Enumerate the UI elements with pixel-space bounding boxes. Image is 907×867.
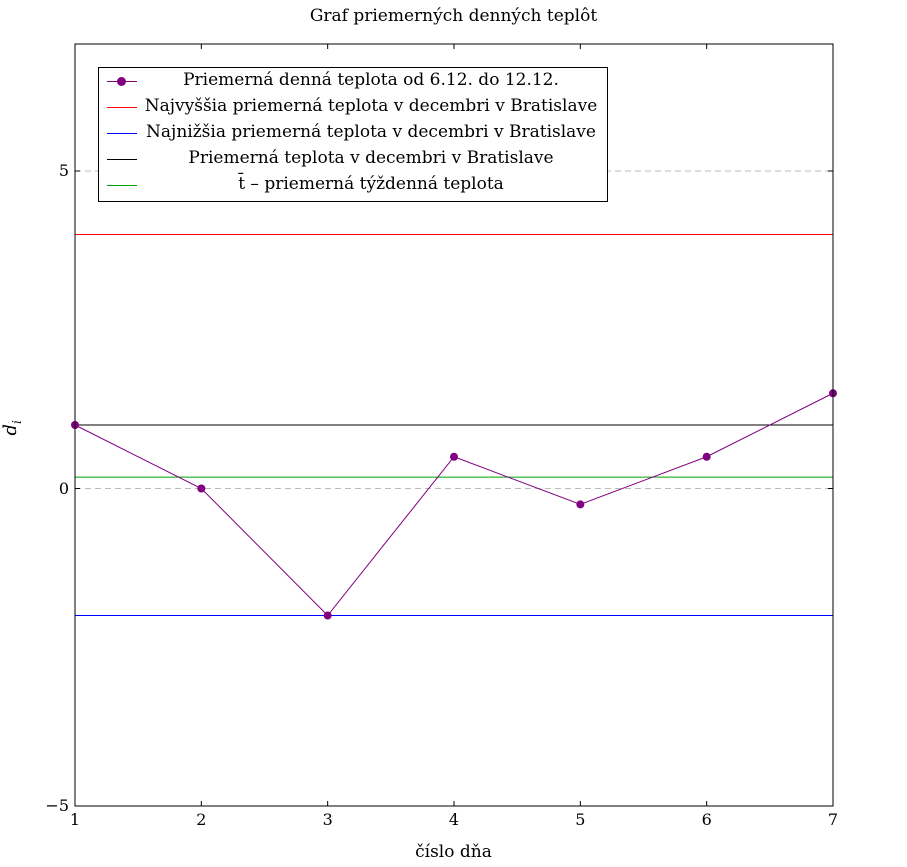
x-tick-label: 5 <box>575 810 586 829</box>
data-point <box>702 452 711 461</box>
legend: Priemerná denná teplota od 6.12. do 12.1… <box>98 67 608 202</box>
x-axis-label: číslo dňa <box>415 842 492 862</box>
grid-lines <box>75 170 833 489</box>
legend-swatch <box>107 185 137 186</box>
legend-item-weekly: t̄ – priemerná týždenná teplota <box>99 173 607 199</box>
legend-label: Priemerná denná teplota od 6.12. do 12.1… <box>183 70 559 90</box>
plot-frame <box>74 43 834 807</box>
y-tick-label: 5 <box>58 161 69 180</box>
chart-title: Graf priemerných denných teplôt <box>309 6 598 26</box>
data-point <box>197 484 206 493</box>
y-tick-label: 0 <box>58 478 69 498</box>
x-tick-label: 6 <box>701 810 712 829</box>
legend-swatch <box>107 133 137 134</box>
data-point <box>450 452 458 461</box>
reference-lines <box>75 234 833 616</box>
legend-swatch <box>107 107 137 108</box>
series-line <box>74 392 834 617</box>
data-series <box>71 389 837 620</box>
legend-item-daily: Priemerná denná teplota od 6.12. do 12.1… <box>99 69 607 95</box>
legend-marker <box>117 77 126 86</box>
legend-label: Najvyššia priemerná teplota v decembri v… <box>144 96 598 116</box>
legend-label: Najnižšia priemerná teplota v decembri v… <box>146 122 596 142</box>
y-axis-label: di <box>0 408 24 448</box>
legend-label: t̄ – priemerná týždenná teplota <box>238 174 504 194</box>
legend-item-max: Najvyššia priemerná teplota v decembri v… <box>99 95 607 121</box>
data-point <box>323 611 332 620</box>
y-axis-label-main: d <box>0 423 22 436</box>
y-tick-label: −5 <box>45 796 69 815</box>
x-tick-label: 4 <box>448 810 460 829</box>
legend-item-avg: Priemerná teplota v decembri v Bratislav… <box>99 147 607 173</box>
legend-label: Priemerná teplota v decembri v Bratislav… <box>188 148 554 168</box>
y-axis-label-sub: i <box>9 420 24 424</box>
x-tick-label: 7 <box>827 810 839 829</box>
x-tick-label: 3 <box>322 810 333 829</box>
data-point <box>576 500 585 509</box>
x-tick-label: 2 <box>196 810 207 829</box>
x-tick-label: 1 <box>69 810 81 829</box>
legend-item-min: Najnižšia priemerná teplota v decembri v… <box>99 121 607 147</box>
legend-swatch <box>107 159 137 160</box>
